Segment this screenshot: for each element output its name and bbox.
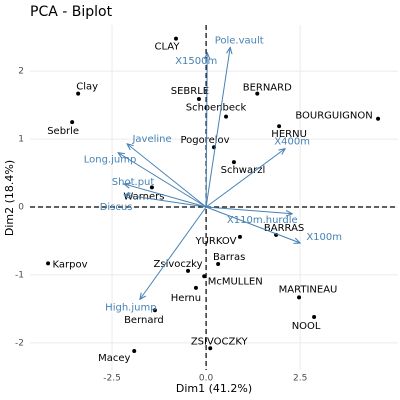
point-label: Bernard	[124, 315, 164, 326]
point	[132, 348, 137, 353]
point-label: Sebrle	[47, 126, 79, 137]
point-label: Schoenbeck	[186, 103, 247, 114]
point	[297, 295, 302, 300]
point-label: HERNU	[271, 129, 307, 140]
variable-label: Long.jump	[84, 155, 137, 166]
y-tick-label: -2	[15, 338, 24, 348]
point-label: BARRAS	[264, 223, 304, 234]
point	[70, 120, 75, 125]
variable-label: Javeline	[131, 134, 171, 145]
variable-label: X400m	[274, 137, 310, 148]
y-axis-title: Dim2 (18.4%)	[3, 160, 16, 236]
point	[208, 346, 213, 351]
variable-label: X1500m	[175, 56, 217, 67]
point	[196, 97, 201, 102]
variable-label: Discus	[100, 202, 133, 213]
point-label: Pogorelov	[180, 135, 229, 146]
point	[312, 315, 317, 320]
point-label: McMULLEN	[208, 276, 263, 287]
point-label: Zsivoczky	[154, 259, 203, 270]
point	[376, 116, 381, 121]
point-label: YURKOV	[194, 236, 236, 247]
variable-arrow	[206, 53, 207, 208]
point	[231, 160, 236, 165]
y-tick-label: 0	[18, 203, 24, 213]
point-label: MARTINEAU	[279, 284, 338, 295]
point-label: NOOL	[292, 321, 321, 332]
chart-title: PCA - Biplot	[30, 4, 113, 20]
variable-arrow	[205, 47, 230, 208]
variable-arrow	[205, 206, 300, 243]
point	[237, 234, 242, 239]
point	[224, 114, 229, 119]
point	[193, 285, 198, 290]
point	[216, 262, 221, 267]
variable-arrow	[205, 149, 285, 208]
x-tick-label: 2.5	[293, 374, 307, 384]
variable-label: Pole.vault	[215, 35, 264, 46]
point-label: Schwarzl	[221, 165, 266, 176]
y-tick-label: 1	[18, 135, 24, 145]
point	[202, 274, 207, 279]
y-tick-label: -1	[15, 270, 24, 280]
point-label: Warners	[123, 191, 164, 202]
y-tick-label: 2	[18, 67, 24, 77]
variable-arrow	[140, 206, 207, 299]
variable-arrow	[124, 184, 207, 208]
point	[46, 261, 51, 266]
point	[149, 185, 154, 190]
point-label: CLAY	[155, 42, 181, 53]
point-label: Karpov	[53, 259, 88, 270]
point-label: BOURGUIGNON	[295, 111, 372, 122]
point	[277, 124, 282, 129]
variable-label: High.jump	[105, 302, 156, 313]
x-axis-title: Dim1 (41.2%)	[176, 382, 252, 395]
variable-arrow	[206, 206, 292, 214]
variable-label: Shot.put	[112, 177, 155, 188]
x-tick-label: -2.5	[103, 374, 121, 384]
variable-arrow	[124, 195, 207, 208]
point	[255, 91, 260, 96]
variable-label: X100m	[306, 232, 342, 243]
variable-arrow	[127, 144, 207, 208]
point-label: Barras	[213, 252, 245, 263]
point	[186, 268, 191, 273]
variable-arrow	[118, 153, 207, 208]
point-label: Clay	[76, 82, 98, 93]
point-label: ZSIVOCZKY	[191, 336, 249, 347]
point-label: SEBRLE	[171, 86, 209, 97]
point-label: BERNARD	[243, 83, 292, 94]
point	[76, 91, 81, 96]
point	[152, 308, 157, 313]
point	[173, 36, 178, 41]
variable-label: X110m.hurdle	[227, 215, 298, 226]
point-label: Hernu	[171, 293, 201, 304]
x-tick-label: 0.0	[199, 374, 214, 384]
point-label: Macey	[98, 353, 130, 364]
